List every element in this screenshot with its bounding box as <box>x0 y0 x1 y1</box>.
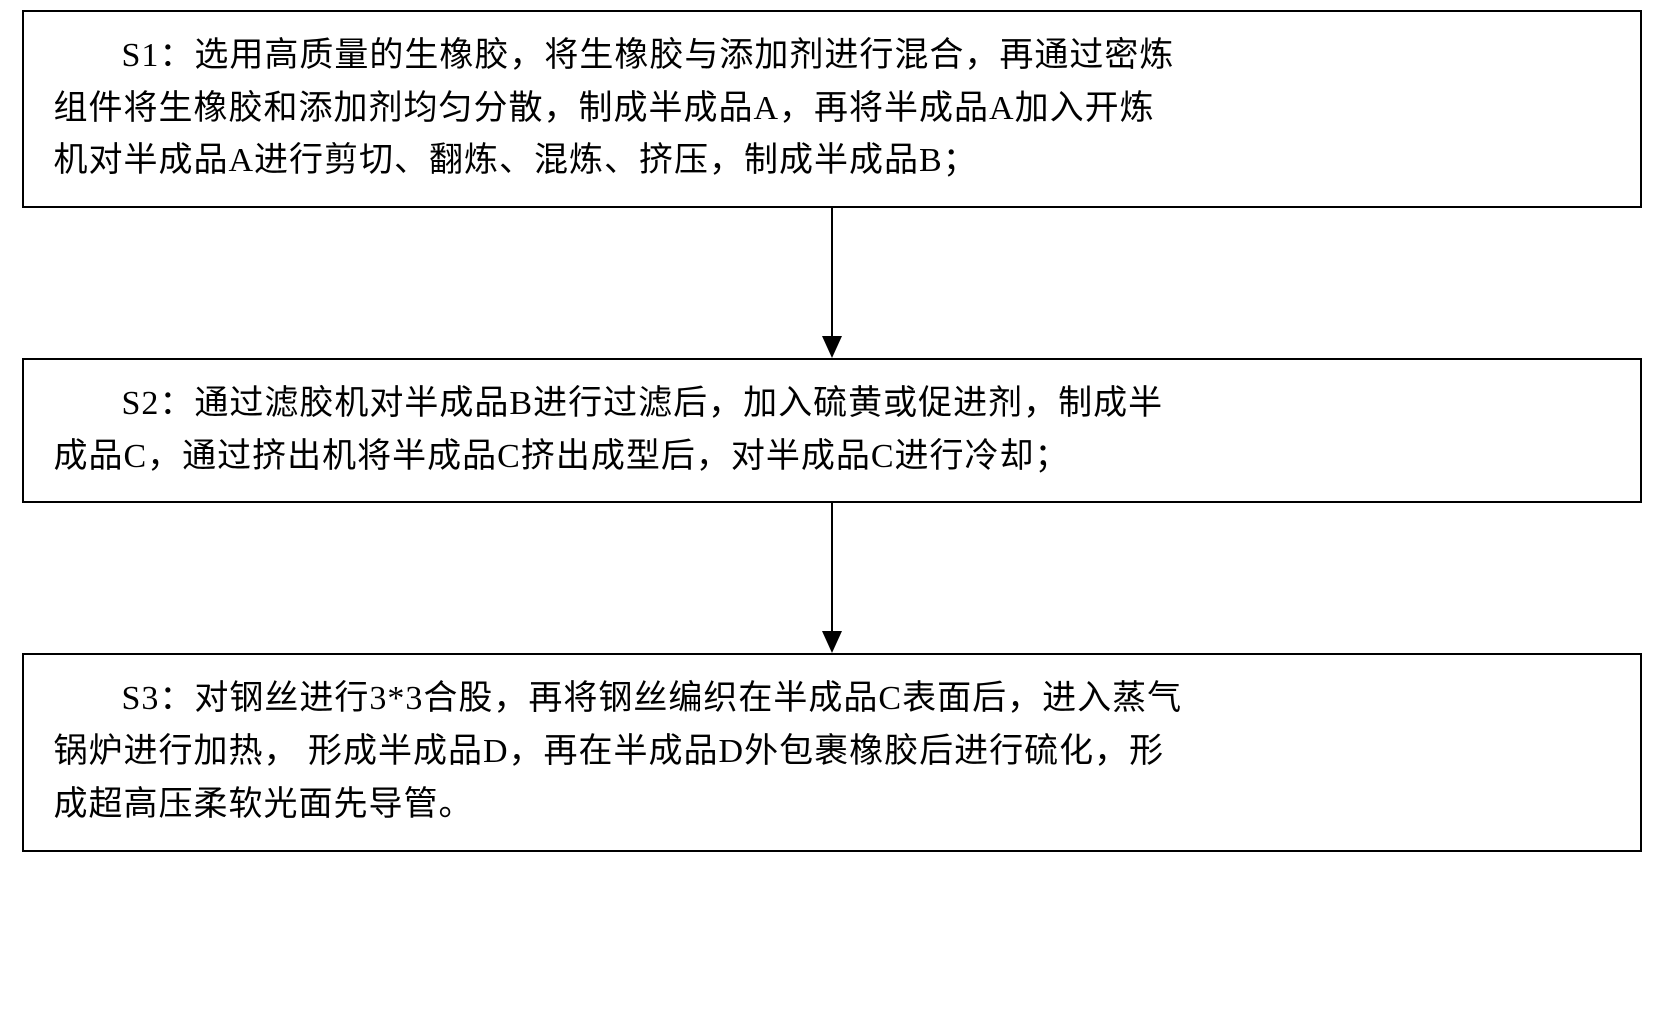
step-s3-line3: 成超高压柔软光面先导管。 <box>54 779 1610 832</box>
step-s2-line1: S2：通过滤胶机对半成品B进行过滤后，加入硫黄或促进剂，制成半 <box>54 378 1610 431</box>
arrow-s1-s2 <box>10 208 1653 358</box>
step-s1-line3: 机对半成品A进行剪切、翻炼、混炼、挤压，制成半成品B； <box>54 135 1610 188</box>
step-box-s2: S2：通过滤胶机对半成品B进行过滤后，加入硫黄或促进剂，制成半 成品C，通过挤出… <box>22 358 1642 503</box>
step-s1-line2: 组件将生橡胶和添加剂均匀分散，制成半成品A，再将半成品A加入开炼 <box>54 83 1610 136</box>
step-s3-line2: 锅炉进行加热， 形成半成品D，再在半成品D外包裹橡胶后进行硫化，形 <box>54 726 1610 779</box>
flowchart-container: S1：选用高质量的生橡胶，将生橡胶与添加剂进行混合，再通过密炼 组件将生橡胶和添… <box>10 10 1653 852</box>
arrow-down-icon <box>812 503 852 653</box>
arrow-down-icon <box>812 208 852 358</box>
arrow-s2-s3 <box>10 503 1653 653</box>
step-box-s3: S3：对钢丝进行3*3合股，再将钢丝编织在半成品C表面后，进入蒸气 锅炉进行加热… <box>22 653 1642 851</box>
step-s3-line1: S3：对钢丝进行3*3合股，再将钢丝编织在半成品C表面后，进入蒸气 <box>54 673 1610 726</box>
step-s1-line1: S1：选用高质量的生橡胶，将生橡胶与添加剂进行混合，再通过密炼 <box>54 30 1610 83</box>
step-s2-line2: 成品C，通过挤出机将半成品C挤出成型后，对半成品C进行冷却； <box>54 431 1610 484</box>
step-box-s1: S1：选用高质量的生橡胶，将生橡胶与添加剂进行混合，再通过密炼 组件将生橡胶和添… <box>22 10 1642 208</box>
